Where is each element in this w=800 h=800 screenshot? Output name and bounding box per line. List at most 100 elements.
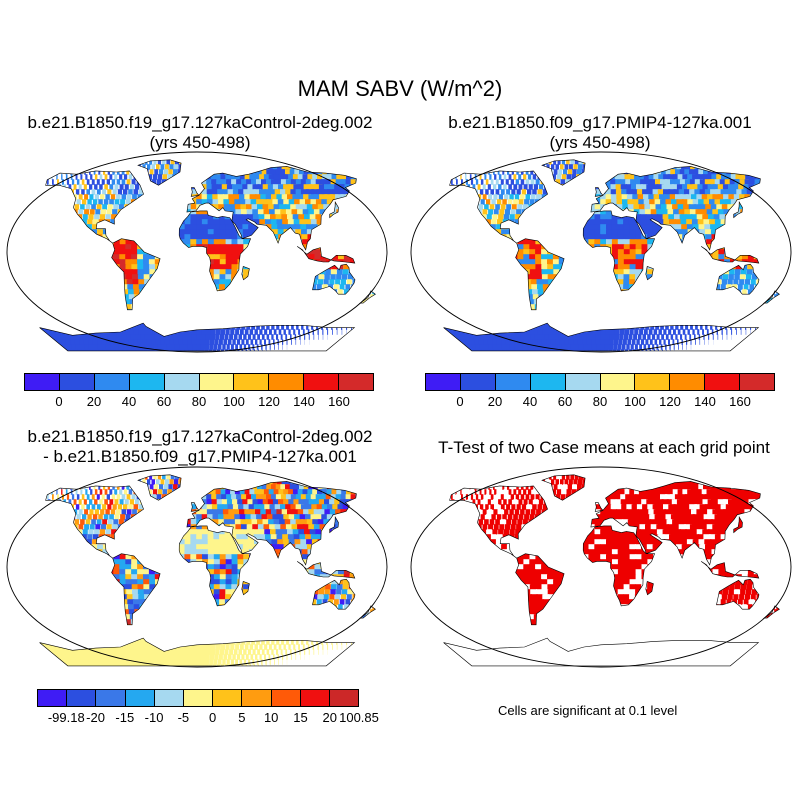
coastline-antarctica xyxy=(443,637,760,667)
colorbar-difference xyxy=(37,689,359,707)
colorbar-tick-label: -10 xyxy=(144,710,164,725)
colorbar-swatch xyxy=(495,374,531,390)
colorbar-swatch xyxy=(300,690,330,706)
map-control-case xyxy=(6,151,388,353)
coastline-australia xyxy=(312,263,356,295)
coastline-new-zealand xyxy=(763,290,780,304)
colorbar-swatch xyxy=(59,374,95,390)
coastline-north-america xyxy=(45,170,144,244)
map-outline xyxy=(410,151,792,353)
colorbar-tick-label: 120 xyxy=(258,394,280,409)
colorbar-swatch xyxy=(271,690,301,706)
colorbar-tick-label: -15 xyxy=(115,710,135,725)
colorbar-labels-difference: -99.18 -20 -15 -10 -5 0 5 10 15 20 100.85 xyxy=(37,710,379,726)
coastline-japan xyxy=(733,200,743,219)
panel-title-bottom-right: T-Test of two Case means at each grid po… xyxy=(408,438,800,458)
colorbar-swatch xyxy=(670,374,706,390)
colorbar-tick-label: 20 xyxy=(86,394,102,409)
colorbar-swatch xyxy=(705,374,741,390)
colorbar-swatch xyxy=(304,374,340,390)
colorbar-tick-label: -99.18 xyxy=(47,710,85,725)
colorbar-swatch xyxy=(96,690,126,706)
coastline-indonesia xyxy=(701,246,760,264)
coastline-japan xyxy=(329,200,339,219)
colorbar-swatch xyxy=(213,690,243,706)
panel-title-line1: b.e21.B1850.f19_g17.127kaControl-2deg.00… xyxy=(27,113,373,132)
colorbar-tick-label: 160 xyxy=(729,394,751,409)
main-title: MAM SABV (W/m^2) xyxy=(297,76,503,101)
colorbar-labels-control-case: 0 20 40 60 80 100 120 140 160 xyxy=(24,394,374,410)
panel-title-line1: b.e21.B1850.f09_g17.PMIP4-127ka.001 xyxy=(448,113,752,132)
colorbar-swatch xyxy=(530,374,566,390)
coastline-madagascar xyxy=(241,580,250,596)
map-pmip4-case xyxy=(410,151,792,353)
coastline-uk xyxy=(594,187,604,197)
colorbar-tick-label: 60 xyxy=(557,394,573,409)
coastline-antarctica xyxy=(39,637,356,667)
colorbar-swatch xyxy=(164,374,200,390)
colorbar-tick-label: 10 xyxy=(263,710,279,725)
colorbar-swatch xyxy=(740,374,775,390)
coastline-uk xyxy=(190,187,200,197)
colorbar-tick-label: 20 xyxy=(322,710,337,725)
colorbar-tick-label: 140 xyxy=(293,394,315,409)
coastline-madagascar xyxy=(645,580,654,596)
colorbar-tick-label: 100 xyxy=(223,394,245,409)
colorbar-labels-pmip4-case: 0 20 40 60 80 100 120 140 160 xyxy=(425,394,775,410)
panel-title-line2: - b.e21.B1850.f09_g17.PMIP4-127ka.001 xyxy=(43,447,357,466)
colorbar-swatch xyxy=(426,374,461,390)
coastline-new-zealand xyxy=(359,290,376,304)
coastline-madagascar xyxy=(241,265,250,281)
colorbar-tick-label: 80 xyxy=(592,394,608,409)
colorbar-tick-label: 100.85 xyxy=(339,710,379,725)
colorbar-swatch xyxy=(460,374,496,390)
colorbar-swatch xyxy=(67,690,97,706)
colorbar-tick-label: 160 xyxy=(328,394,350,409)
colorbar-tick-label: 120 xyxy=(659,394,681,409)
colorbar-swatch xyxy=(635,374,671,390)
panel-title-line2: (yrs 450-498) xyxy=(549,133,651,152)
colorbar-swatch xyxy=(199,374,235,390)
map-ttest-significance xyxy=(410,466,792,668)
colorbar-tick-label: 0 xyxy=(55,394,63,409)
panel-title-top-right: b.e21.B1850.f09_g17.PMIP4-127ka.001 (yrs… xyxy=(400,113,800,153)
colorbar-tick-label: 40 xyxy=(522,394,538,409)
colorbar-pmip4-case xyxy=(425,373,775,391)
map-outline xyxy=(6,466,388,668)
coastline-australia xyxy=(716,263,760,295)
coastline-africa xyxy=(582,525,656,607)
colorbar-swatch xyxy=(329,690,359,706)
coastline-indonesia xyxy=(701,561,760,579)
panel-title-top-left: b.e21.B1850.f19_g17.127kaControl-2deg.00… xyxy=(0,113,400,153)
coastline-uk xyxy=(190,502,200,512)
coastline-new-zealand xyxy=(359,605,376,619)
coastline-greenland xyxy=(541,159,586,186)
colorbar-swatch xyxy=(25,374,60,390)
coastline-africa xyxy=(178,525,252,607)
panel-title-bottom-left: b.e21.B1850.f19_g17.127kaControl-2deg.00… xyxy=(0,427,400,467)
coastline-japan xyxy=(329,515,339,534)
colorbar-tick-label: 5 xyxy=(238,710,246,725)
colorbar-swatch xyxy=(125,690,155,706)
coastline-north-america xyxy=(45,485,144,559)
coastline-south-america xyxy=(515,238,565,311)
colorbar-swatch xyxy=(565,374,601,390)
coastline-greenland xyxy=(541,474,586,501)
map-coastlines xyxy=(39,159,376,352)
coastline-australia xyxy=(716,578,760,610)
colorbar-swatch xyxy=(234,374,270,390)
colorbar-swatch xyxy=(600,374,636,390)
coastline-south-america xyxy=(111,553,161,626)
colorbar-tick-label: -20 xyxy=(86,710,105,725)
coastline-south-america xyxy=(111,238,161,311)
coastline-indonesia xyxy=(297,246,356,264)
coastline-greenland xyxy=(137,474,182,501)
coastline-north-america xyxy=(449,485,548,559)
colorbar-swatch xyxy=(38,690,68,706)
colorbar-tick-label: 60 xyxy=(156,394,172,409)
map-coastlines xyxy=(443,159,780,352)
map-difference xyxy=(6,466,388,668)
colorbar-tick-label: 0 xyxy=(456,394,464,409)
colorbar-tick-label: 0 xyxy=(209,710,217,725)
colorbar-swatch xyxy=(129,374,165,390)
